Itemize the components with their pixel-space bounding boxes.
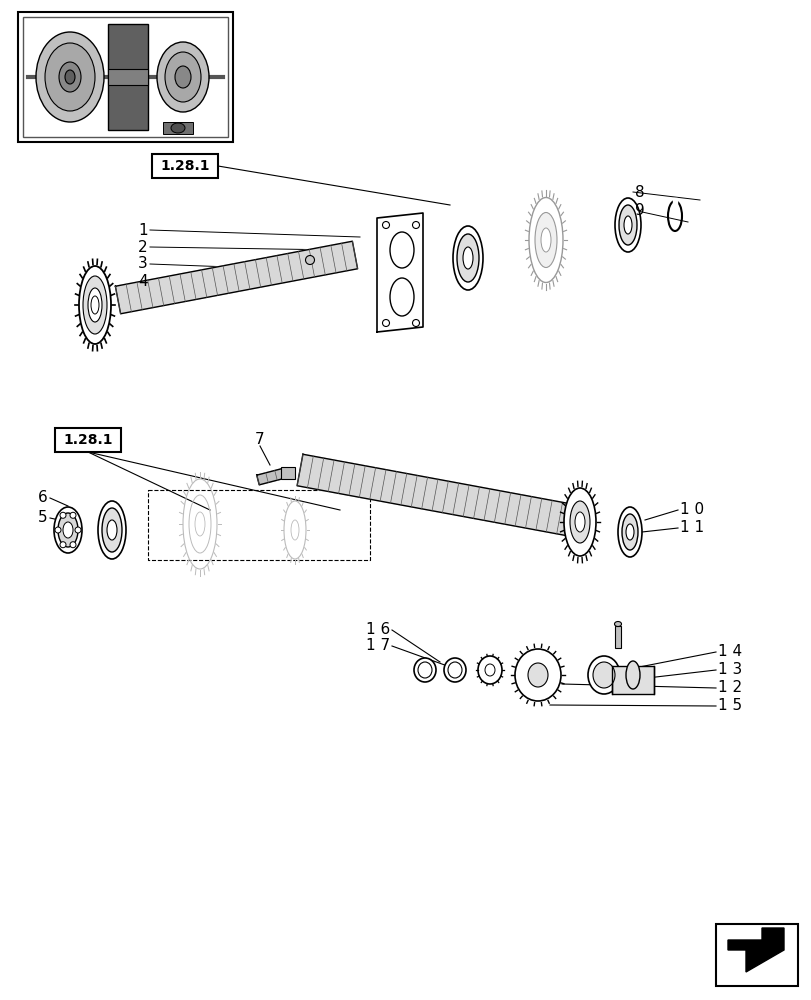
Ellipse shape (564, 488, 595, 556)
Ellipse shape (625, 524, 633, 540)
Ellipse shape (63, 522, 73, 538)
Ellipse shape (36, 32, 104, 122)
Ellipse shape (614, 198, 640, 252)
Text: 1 7: 1 7 (366, 638, 389, 654)
Ellipse shape (83, 276, 107, 334)
Ellipse shape (107, 520, 117, 540)
Circle shape (412, 320, 419, 326)
Ellipse shape (414, 658, 436, 682)
Circle shape (60, 542, 66, 548)
Ellipse shape (617, 507, 642, 557)
Ellipse shape (528, 198, 562, 282)
Ellipse shape (418, 662, 431, 678)
Polygon shape (256, 468, 286, 485)
Ellipse shape (54, 507, 82, 553)
Text: 1 1: 1 1 (679, 520, 703, 536)
Text: 3: 3 (138, 256, 148, 271)
Text: 9: 9 (634, 203, 644, 218)
Text: 1 0: 1 0 (679, 502, 703, 518)
Ellipse shape (448, 662, 461, 678)
Ellipse shape (389, 232, 414, 268)
Ellipse shape (305, 255, 314, 264)
Bar (614, 626, 620, 648)
Circle shape (75, 527, 81, 533)
Polygon shape (115, 241, 357, 314)
Ellipse shape (462, 247, 473, 269)
Circle shape (412, 222, 419, 229)
Ellipse shape (98, 501, 126, 559)
Text: 5: 5 (38, 510, 48, 526)
Ellipse shape (614, 621, 620, 626)
Polygon shape (672, 198, 676, 208)
Ellipse shape (157, 42, 208, 112)
Ellipse shape (484, 664, 495, 676)
Ellipse shape (444, 658, 466, 682)
Polygon shape (727, 928, 783, 972)
Bar (281, 467, 294, 479)
Ellipse shape (478, 656, 501, 684)
Ellipse shape (514, 649, 560, 701)
Polygon shape (297, 454, 573, 536)
Text: 1: 1 (138, 223, 148, 238)
Ellipse shape (587, 656, 620, 694)
Bar (611, 666, 653, 694)
Ellipse shape (389, 278, 414, 316)
Text: 1.28.1: 1.28.1 (160, 159, 209, 173)
Ellipse shape (45, 43, 95, 111)
Bar (18, 12, 233, 142)
Ellipse shape (621, 514, 637, 550)
Ellipse shape (91, 296, 99, 314)
Ellipse shape (165, 52, 201, 102)
Circle shape (382, 222, 389, 229)
Ellipse shape (618, 205, 636, 245)
Text: 1 2: 1 2 (717, 680, 741, 696)
Circle shape (70, 512, 76, 518)
Ellipse shape (574, 512, 584, 532)
Text: 8: 8 (634, 185, 644, 200)
Circle shape (60, 512, 66, 518)
Bar (23, 17, 228, 137)
Bar (108, 24, 148, 130)
Ellipse shape (623, 216, 631, 234)
Ellipse shape (88, 288, 102, 322)
Ellipse shape (102, 508, 122, 552)
Ellipse shape (79, 266, 111, 344)
Text: 4: 4 (138, 273, 148, 288)
Bar (108, 69, 148, 85)
Text: 1 3: 1 3 (717, 662, 741, 678)
Polygon shape (376, 213, 423, 332)
Circle shape (70, 542, 76, 548)
Ellipse shape (457, 234, 478, 282)
Ellipse shape (171, 123, 185, 133)
Ellipse shape (569, 501, 590, 543)
Ellipse shape (534, 213, 556, 267)
Text: 1 6: 1 6 (365, 622, 389, 638)
Bar (152, 154, 217, 178)
Circle shape (55, 527, 61, 533)
Text: 6: 6 (38, 490, 48, 506)
Text: 1 4: 1 4 (717, 644, 741, 660)
Text: 2: 2 (138, 239, 148, 254)
Ellipse shape (592, 662, 614, 688)
Bar (55, 428, 121, 452)
Bar (715, 924, 797, 986)
Ellipse shape (58, 513, 78, 547)
Ellipse shape (59, 62, 81, 92)
Ellipse shape (527, 663, 547, 687)
Ellipse shape (540, 228, 551, 252)
Ellipse shape (453, 226, 483, 290)
Ellipse shape (65, 70, 75, 84)
Circle shape (382, 320, 389, 326)
Text: 1 5: 1 5 (717, 698, 741, 713)
Ellipse shape (625, 661, 639, 689)
Ellipse shape (175, 66, 191, 88)
Text: 7: 7 (255, 432, 264, 448)
Text: 1.28.1: 1.28.1 (63, 433, 113, 447)
Bar (163, 122, 193, 134)
